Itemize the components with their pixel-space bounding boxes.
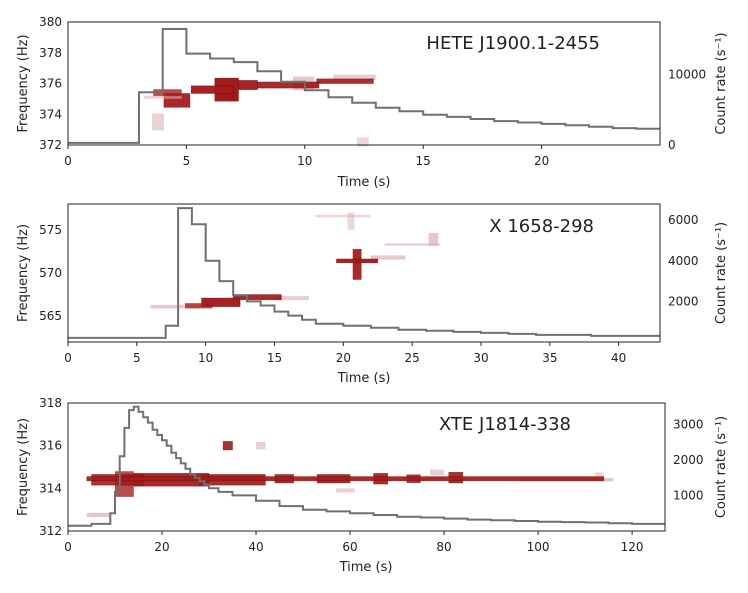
x-tick-label: 120	[621, 540, 644, 554]
plot-border	[67, 402, 666, 532]
x-tick-label: 30	[473, 351, 488, 365]
x-tick-label: 60	[342, 540, 357, 554]
x-tick-label: 10	[198, 351, 213, 365]
y2-axis-label: Count rate (s⁻¹)	[714, 416, 729, 518]
y2-axis-label: Count rate (s⁻¹)	[714, 222, 729, 324]
x-tick-label: 15	[416, 154, 431, 168]
panel-x1658: X 1658-298 Time (s) Frequency (Hz) Count…	[16, 203, 729, 386]
x-tick-label: 20	[534, 154, 549, 168]
power-cell	[315, 214, 371, 218]
panel-xte-j1814: XTE J1814-338 Time (s) Frequency (Hz) Co…	[16, 396, 729, 575]
power-cell	[316, 78, 374, 84]
plot-border	[67, 203, 661, 343]
power-cell	[333, 74, 376, 81]
power-cell	[190, 85, 235, 94]
x-tick-label: 80	[436, 540, 451, 554]
y-tick-label: 378	[39, 46, 62, 60]
y2-tick-label: 6000	[668, 213, 699, 227]
power-cell	[185, 303, 213, 309]
panel-title: XTE J1814-338	[439, 414, 571, 435]
x-tick-label: 35	[542, 351, 557, 365]
power-cell	[150, 304, 186, 309]
power-cell	[86, 512, 111, 518]
power-cell	[256, 441, 266, 450]
power-cell	[356, 137, 369, 147]
power-cell	[222, 441, 233, 451]
lightcurve-line	[68, 28, 660, 144]
x-tick-label: 5	[133, 351, 141, 365]
y2-tick-label: 10000	[668, 68, 706, 82]
y-tick-label: 565	[39, 309, 62, 323]
x-axis-label: Time (s)	[337, 175, 391, 190]
x-tick-label: 0	[64, 351, 72, 365]
x-tick-label: 100	[527, 540, 550, 554]
y-tick-label: 380	[39, 15, 62, 29]
y-tick-label: 376	[39, 77, 62, 91]
y2-tick-label: 2000	[668, 294, 699, 308]
power-cell	[336, 258, 379, 264]
panel-title: HETE J1900.1-2455	[426, 33, 600, 54]
x-axis-label: Time (s)	[339, 560, 393, 575]
y2-tick-label: 3000	[673, 417, 704, 431]
x-tick-label: 10	[297, 154, 312, 168]
x-tick-label: 40	[248, 540, 263, 554]
plot-frame	[67, 203, 661, 343]
y-axis-label: Frequency (Hz)	[16, 224, 31, 322]
power-cell	[153, 89, 182, 97]
power-cell	[370, 255, 406, 260]
x-tick-label: 20	[336, 351, 351, 365]
y-tick-label: 575	[39, 223, 62, 237]
y-tick-label: 372	[39, 138, 62, 152]
y-tick-label: 316	[39, 439, 62, 453]
y-tick-label: 312	[39, 524, 62, 538]
power-cell	[257, 81, 320, 89]
panel-hete-j1900: HETE J1900.1-2455 Time (s) Frequency (Hz…	[16, 15, 729, 190]
y2-tick-label: 2000	[673, 453, 704, 467]
power-cell	[143, 95, 182, 99]
y-tick-label: 314	[39, 481, 62, 495]
x-tick-label: 15	[267, 351, 282, 365]
lightcurve-line	[68, 207, 660, 339]
power-cell	[428, 232, 439, 246]
y2-tick-label: 1000	[673, 488, 704, 502]
y-tick-label: 374	[39, 107, 62, 121]
power-cell	[274, 295, 309, 301]
y-axis-label: Frequency (Hz)	[16, 418, 31, 516]
y2-axis-label: Count rate (s⁻¹)	[714, 32, 729, 134]
panel-title: X 1658-298	[489, 216, 594, 237]
power-cell	[201, 297, 241, 307]
power-cell	[384, 243, 440, 246]
power-cell	[594, 472, 604, 479]
x-tick-label: 40	[611, 351, 626, 365]
y-axis-label: Frequency (Hz)	[16, 34, 31, 132]
x-tick-label: 20	[154, 540, 169, 554]
power-cell	[347, 212, 355, 230]
power-cell	[86, 476, 605, 482]
x-tick-label: 25	[405, 351, 420, 365]
x-tick-label: 0	[64, 154, 72, 168]
x-axis-label: Time (s)	[337, 371, 391, 386]
y-tick-label: 318	[39, 396, 62, 410]
y-tick-label: 570	[39, 266, 62, 280]
power-cell	[352, 248, 362, 280]
y2-tick-label: 4000	[668, 254, 699, 268]
power-cell	[429, 469, 445, 475]
x-tick-label: 5	[183, 154, 191, 168]
plot-border	[67, 21, 661, 146]
power-cell	[152, 113, 164, 131]
power-cell	[335, 488, 355, 493]
x-tick-label: 0	[64, 540, 72, 554]
plot-frame	[67, 402, 666, 532]
y2-tick-label: 0	[668, 138, 676, 152]
power-cell	[232, 294, 282, 301]
lightcurve-line	[68, 405, 665, 527]
